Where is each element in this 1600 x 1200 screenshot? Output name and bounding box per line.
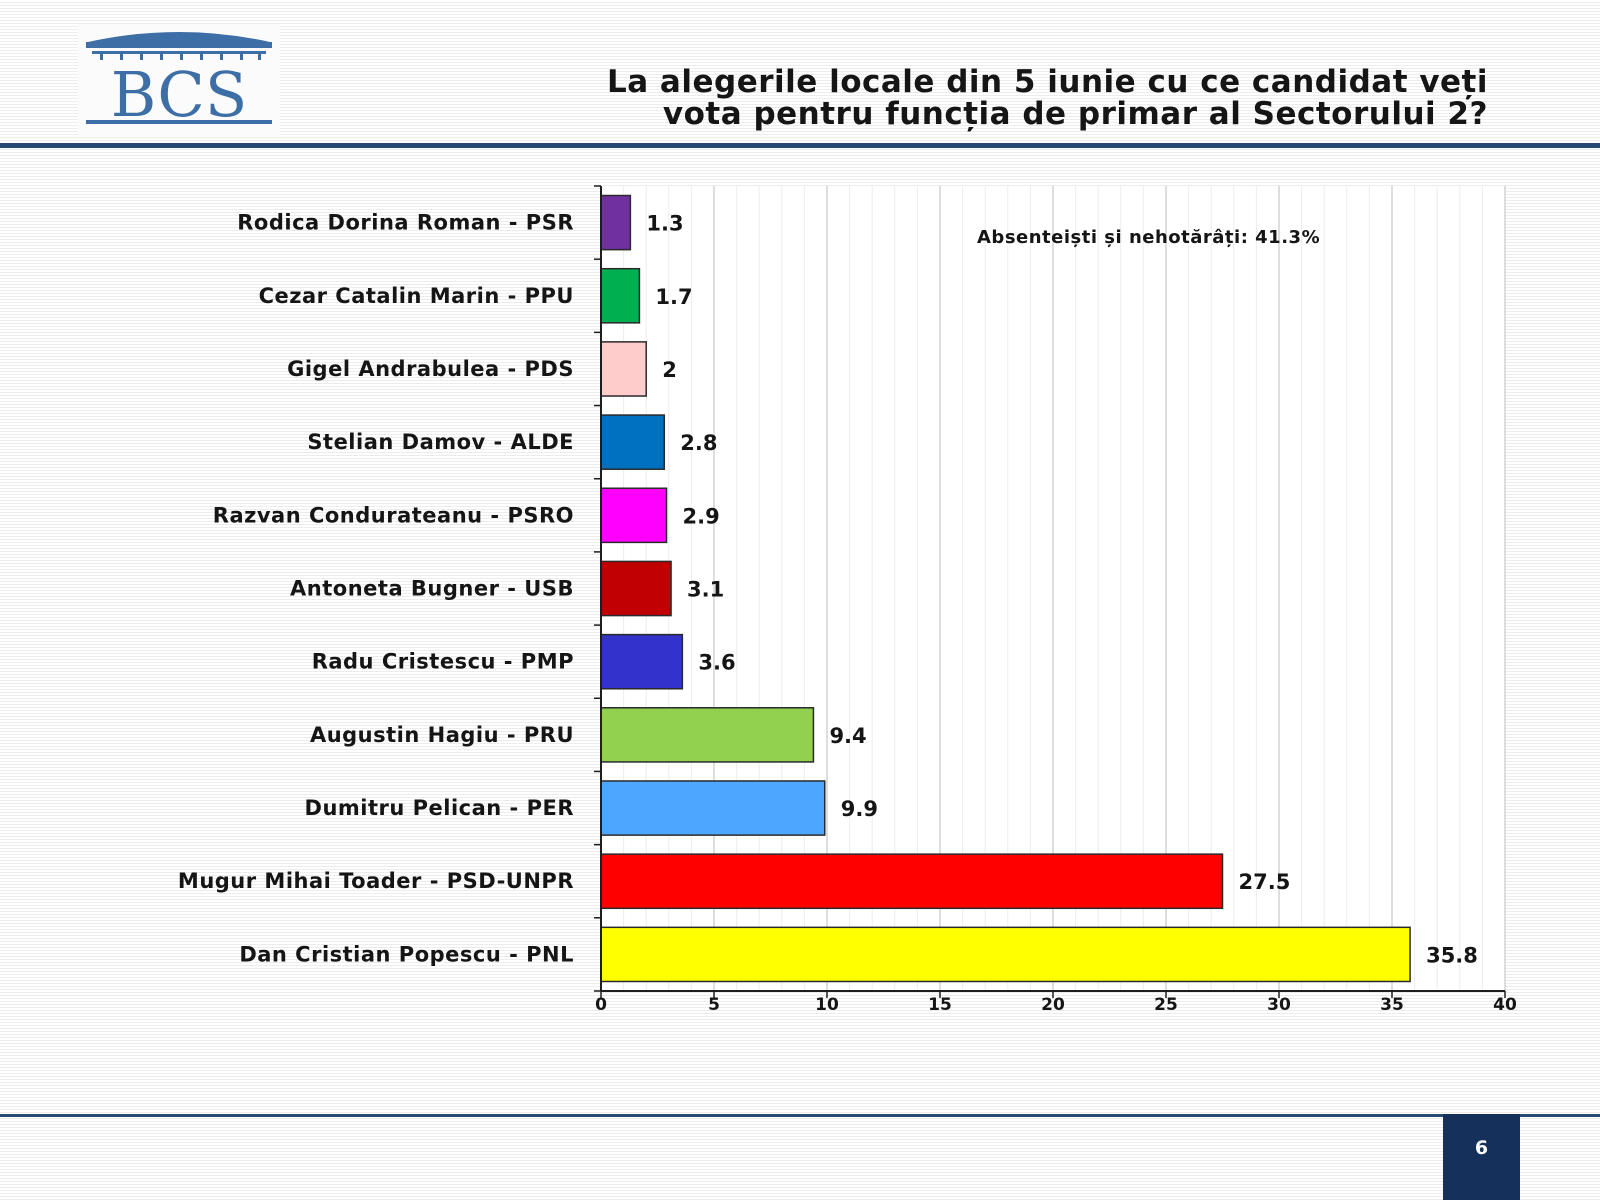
category-label: Razvan Condurateanu - PSRO (213, 503, 574, 527)
category-label: Rodica Dorina Roman - PSR (237, 211, 574, 235)
page-title: La alegerile locale din 5 iunie cu ce ca… (300, 66, 1488, 130)
category-label: Augustin Hagiu - PRU (310, 723, 574, 747)
footer-divider (0, 1114, 1600, 1117)
x-tick-label: 35 (1380, 995, 1404, 1015)
page-number: 6 (1443, 1114, 1520, 1200)
value-label: 1.7 (655, 285, 692, 309)
value-label: 9.4 (829, 724, 866, 748)
value-label: 1.3 (646, 212, 683, 236)
category-label: Gigel Andrabulea - PDS (287, 357, 574, 381)
value-label: 9.9 (841, 797, 878, 821)
title-line-1: La alegerile locale din 5 iunie cu ce ca… (606, 64, 1488, 100)
bar (600, 487, 668, 544)
logo-text: BCS (111, 58, 248, 131)
value-label: 27.5 (1239, 870, 1291, 894)
bar (600, 707, 815, 763)
bar (600, 194, 632, 251)
value-label: 2.8 (680, 431, 717, 455)
bar (600, 560, 672, 617)
bar (600, 341, 647, 397)
bar (600, 780, 826, 836)
value-label: 3.1 (687, 578, 724, 602)
value-label: 2.9 (683, 504, 720, 528)
bcs-logo-graphic: BCS (86, 32, 272, 131)
bar-chart: 0 5 10 15 20 25 30 35 40 Rodica Dorina Roman - P… (178, 185, 1517, 1015)
x-tick-label: 25 (1154, 995, 1178, 1015)
x-tick-label: 20 (1041, 995, 1065, 1015)
chart-ticks: 0 5 10 15 20 25 30 35 40 (595, 991, 1517, 1015)
x-tick-label: 30 (1267, 995, 1291, 1015)
category-label: Dan Cristian Popescu - PNL (239, 942, 574, 966)
category-label: Mugur Mihai Toader - PSD-UNPR (178, 869, 574, 893)
category-label: Antoneta Bugner - USB (290, 577, 574, 601)
category-label: Radu Cristescu - PMP (312, 650, 574, 674)
x-tick-label: 10 (815, 995, 839, 1015)
x-tick-label: 0 (595, 995, 607, 1015)
header-divider (0, 143, 1600, 148)
x-tick-label: 5 (708, 995, 720, 1015)
chart-category-labels: Rodica Dorina Roman - PSR Cezar Catalin M… (178, 211, 574, 967)
chart-value-labels: 1.3 1.7 2 2.8 2.9 3.1 3.6 9.4 9.9 27.5 35.8 (646, 212, 1478, 968)
chart-annotation: Absenteiști și nehotărâți: 41.3% (977, 227, 1320, 248)
bcs-logo: BCS (78, 24, 280, 136)
bar (600, 633, 684, 690)
bar (600, 926, 1411, 983)
category-label: Stelian Damov - ALDE (307, 430, 574, 454)
x-tick-label: 15 (928, 995, 952, 1015)
bar (600, 414, 666, 470)
value-label: 2 (662, 358, 677, 382)
title-line-2: vota pentru funcția de primar al Sectoru… (662, 96, 1488, 132)
value-label: 35.8 (1426, 943, 1478, 967)
category-label: Cezar Catalin Marin - PPU (259, 284, 574, 308)
bar (600, 853, 1224, 910)
x-tick-label: 40 (1493, 995, 1517, 1015)
bar (600, 267, 641, 324)
value-label: 3.6 (698, 651, 735, 675)
category-label: Dumitru Pelican - PER (305, 796, 574, 820)
